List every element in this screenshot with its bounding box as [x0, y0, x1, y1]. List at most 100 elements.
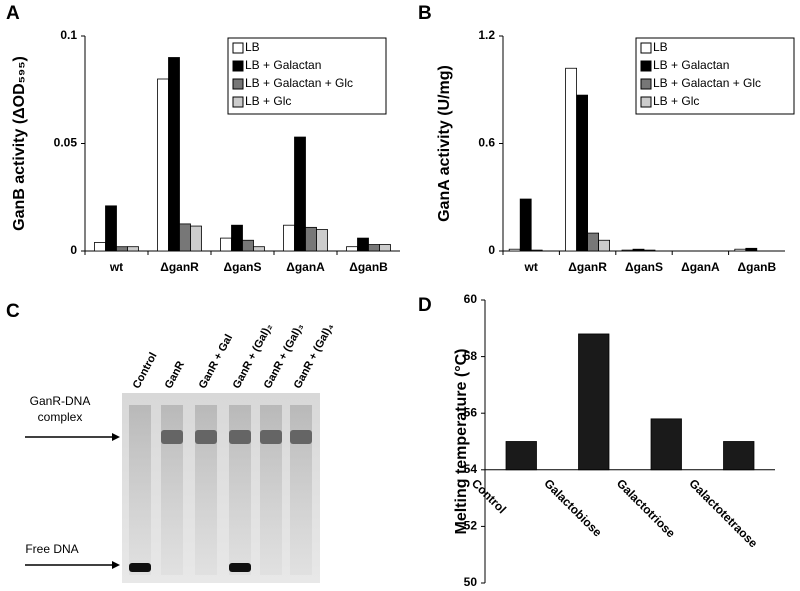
y-axis-title: GanA activity (U/mg)	[436, 65, 453, 222]
legend-label: LB	[653, 40, 668, 54]
lane-smear	[229, 405, 251, 575]
bar	[294, 136, 306, 252]
legend-label: LB + Galactan	[653, 58, 729, 72]
bar	[598, 239, 610, 252]
gel-image	[122, 393, 320, 583]
legend-swatch	[640, 42, 652, 54]
y-tick-label: 0	[70, 243, 77, 257]
legend-swatch	[232, 42, 244, 54]
bar	[190, 225, 202, 252]
bar	[723, 441, 755, 471]
bar	[157, 78, 169, 252]
lane-label: Control	[131, 351, 160, 391]
bar	[220, 237, 232, 252]
bar	[565, 67, 577, 252]
y-tick-label: 50	[464, 575, 478, 589]
bar	[530, 249, 543, 252]
bar	[379, 244, 391, 252]
y-tick-label: 56	[464, 405, 478, 419]
complex-band	[260, 430, 282, 444]
bar	[305, 226, 317, 252]
x-tick-label: ΔganR	[160, 260, 199, 274]
lane-smear	[129, 405, 151, 575]
bar	[116, 246, 128, 252]
lane-smear	[161, 405, 183, 575]
x-tick-label: ΔganS	[224, 260, 262, 274]
x-tick-label: wt	[524, 260, 538, 274]
complex-band	[161, 430, 183, 444]
bar	[745, 247, 758, 252]
x-tick-label: Galactobiose	[541, 476, 604, 539]
panel-label: D	[418, 295, 432, 316]
bar	[587, 232, 599, 252]
arrow-head	[112, 561, 120, 569]
bar	[368, 244, 380, 252]
bar	[283, 224, 295, 252]
y-tick-label: 0.1	[60, 28, 77, 42]
bar	[357, 237, 369, 252]
y-tick-label: 60	[464, 292, 478, 306]
x-tick-label: ΔganB	[737, 260, 776, 274]
legend-swatch	[232, 78, 244, 90]
free-dna-band	[129, 563, 151, 572]
bar	[643, 249, 656, 252]
bar	[346, 246, 358, 252]
lane-smear	[195, 405, 217, 575]
legend-swatch	[640, 78, 652, 90]
bar	[242, 239, 254, 252]
bar	[179, 223, 191, 252]
legend-swatch	[640, 60, 652, 72]
y-tick-label: 0	[488, 243, 495, 257]
bar	[94, 241, 106, 252]
arrow-head	[112, 433, 120, 441]
x-tick-label: ΔganB	[349, 260, 388, 274]
legend-box	[635, 37, 795, 115]
y-tick-label: 0.6	[478, 136, 495, 150]
bar	[650, 418, 682, 471]
legend-label: LB + Galactan + Glc	[653, 76, 761, 90]
legend-swatch	[232, 60, 244, 72]
band-label: GanR-DNA complex	[30, 394, 91, 424]
legend-label: LB	[245, 40, 260, 54]
legend-box	[227, 37, 387, 115]
legend-swatch	[640, 96, 652, 108]
y-tick-label: 1.2	[478, 28, 495, 42]
bar	[105, 205, 117, 252]
x-tick-label: Control	[469, 476, 509, 516]
lane-label: GanR + Gal	[197, 333, 236, 391]
lane-smear	[260, 405, 282, 575]
x-tick-label: ΔganR	[568, 260, 607, 274]
bar	[578, 333, 610, 471]
legend-label: LB + Galactan	[245, 58, 321, 72]
lane-label: GanR	[163, 359, 187, 391]
y-axis-title: Melting temperature (°C)	[453, 349, 470, 535]
lane-smear	[290, 405, 312, 575]
y-tick-label: 54	[464, 462, 478, 476]
panel-label: B	[418, 3, 432, 24]
bar	[316, 229, 328, 252]
bar	[576, 94, 588, 252]
bar	[632, 248, 645, 252]
bar	[505, 441, 537, 471]
x-tick-label: ΔganS	[625, 260, 663, 274]
free-dna-band	[229, 563, 251, 572]
y-axis-title: GanB activity (ΔOD₅₉₅)	[11, 56, 28, 231]
bar	[621, 249, 634, 252]
x-tick-label: ΔganA	[681, 260, 720, 274]
legend-label: LB + Glc	[653, 94, 699, 108]
panel-label: C	[6, 301, 20, 322]
legend-swatch	[232, 96, 244, 108]
bar	[508, 248, 521, 252]
y-tick-label: 52	[464, 519, 478, 533]
bar	[231, 224, 243, 252]
complex-band	[195, 430, 217, 444]
legend-label: LB + Galactan + Glc	[245, 76, 353, 90]
complex-band	[290, 430, 312, 444]
complex-band	[229, 430, 251, 444]
band-label: Free DNA	[25, 542, 78, 556]
bar	[734, 248, 747, 252]
bar	[127, 246, 139, 252]
bar	[519, 198, 532, 252]
bar	[168, 57, 180, 252]
